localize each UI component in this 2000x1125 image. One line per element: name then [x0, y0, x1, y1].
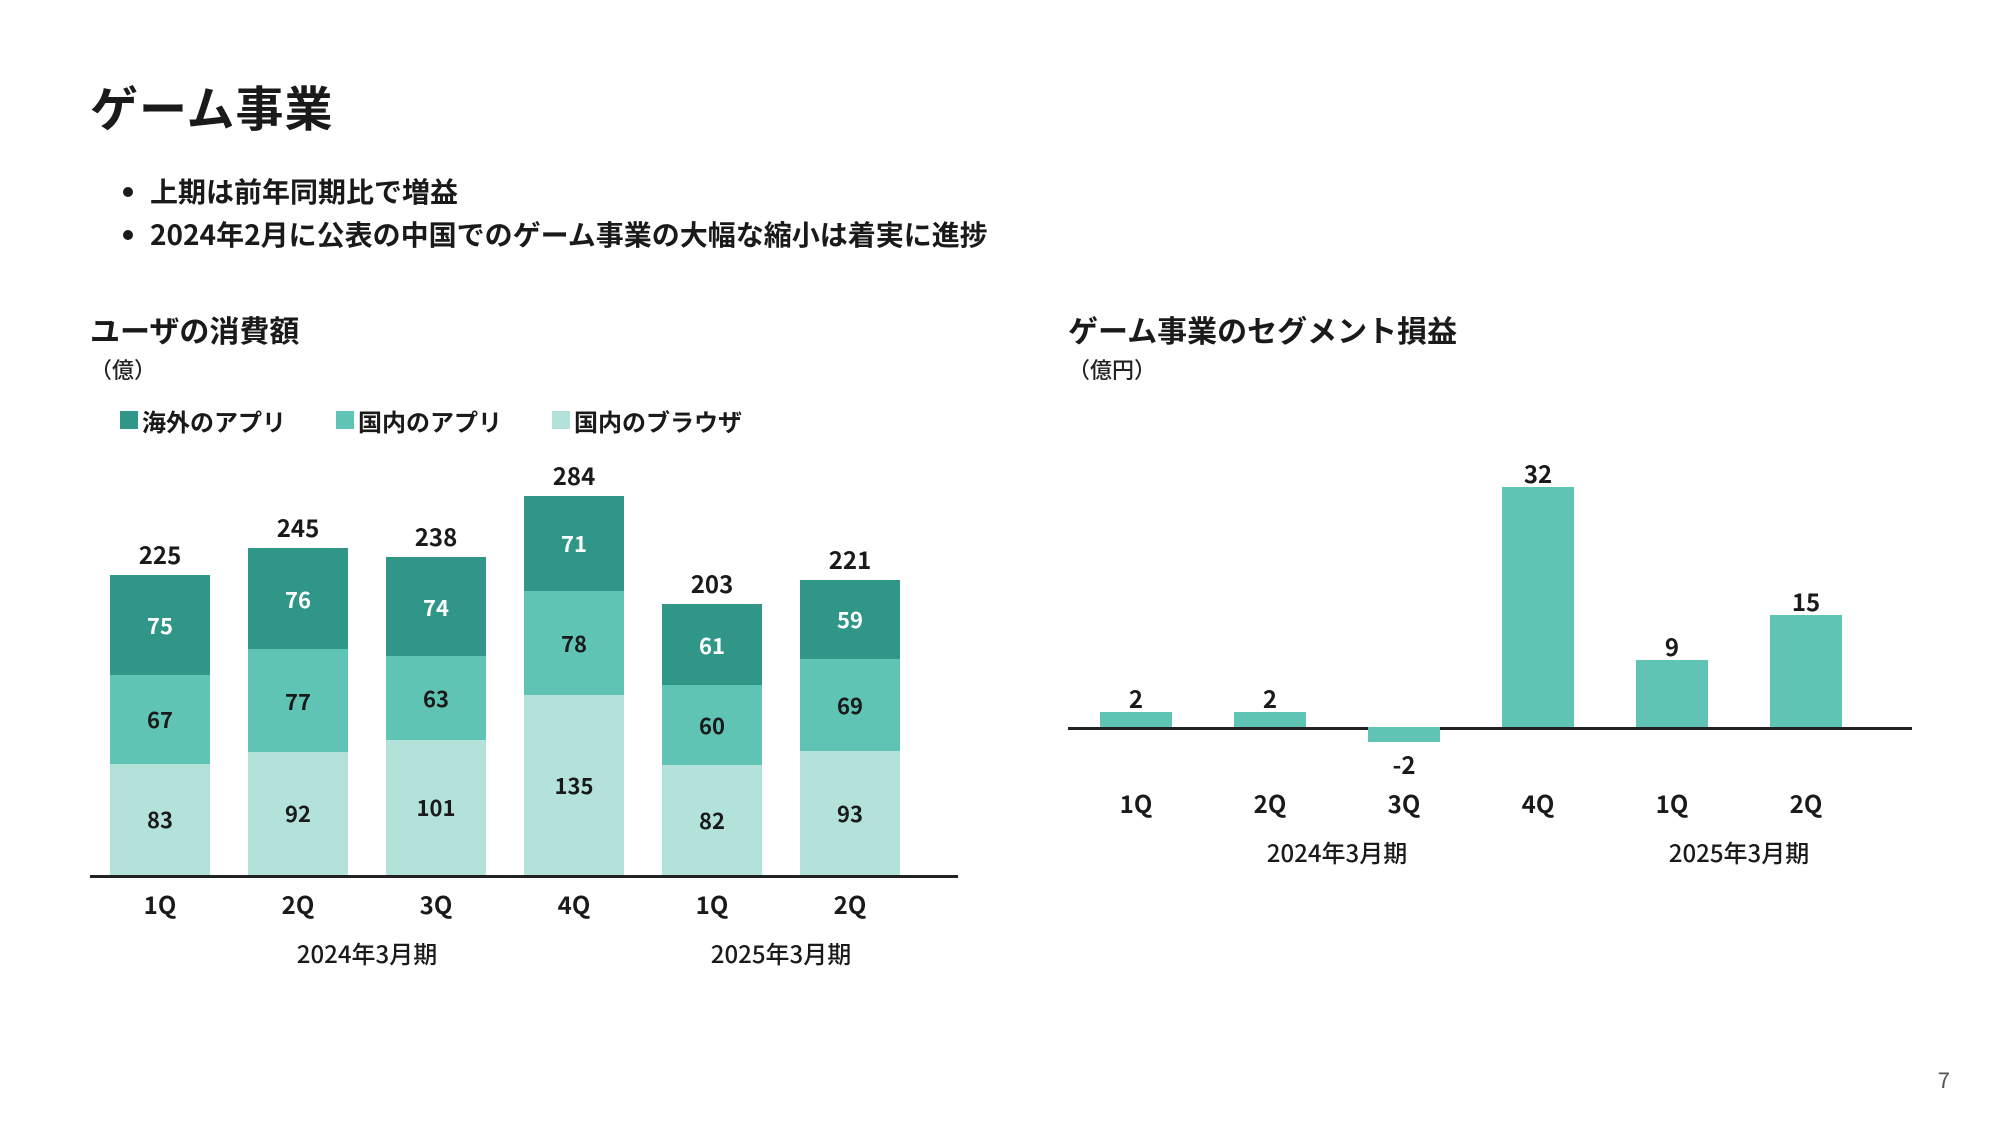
period-labels: 2024年3月期 2025年3月期: [90, 921, 958, 970]
x-tick-label: 3Q: [386, 886, 486, 921]
stack-total-label: 225: [139, 536, 181, 571]
x-axis-labels: 1Q 2Q 3Q 4Q 1Q 2Q: [1068, 777, 1912, 820]
chart-unit: （億）: [90, 353, 958, 385]
x-tick-label: 3Q: [1356, 785, 1452, 820]
pn-bar: [1636, 660, 1708, 728]
stack-column: 238 1016374: [386, 518, 486, 874]
stack-column: 203 826061: [662, 565, 762, 875]
x-tick-label: 1Q: [662, 886, 762, 921]
stack-segment: 101: [386, 740, 486, 875]
stack-segment: 75: [110, 575, 210, 675]
pn-value-label: 9: [1624, 628, 1720, 663]
stack-segment: 78: [524, 591, 624, 695]
x-tick-label: 4Q: [524, 886, 624, 921]
stack-total-label: 238: [415, 518, 457, 553]
legend-swatch: [120, 411, 138, 429]
pn-value-label: -2: [1356, 746, 1452, 781]
stack-segment: 69: [800, 659, 900, 751]
period-label: 2025年3月期: [1624, 834, 1854, 869]
stack-segment: 92: [248, 752, 348, 875]
legend-label: 国内のブラウザ: [574, 403, 742, 438]
chart-unit: （億円）: [1068, 353, 1912, 385]
stacked-bar-area: 225 836775 245 927776 238 1016374 284 1357871 20…: [90, 448, 958, 878]
legend-swatch: [552, 411, 570, 429]
consumption-chart: ユーザの消費額 （億） 海外のアプリ国内のアプリ国内のブラウザ 22583677…: [90, 307, 958, 970]
segment-pl-chart: ゲーム事業のセグメント損益 （億円） 22-232915 1Q2Q3Q4Q1Q2…: [1068, 307, 1912, 970]
x-tick-label: 2Q: [248, 886, 348, 921]
stack-segment: 60: [662, 685, 762, 765]
pn-value-label: 32: [1490, 455, 1586, 490]
pn-bar: [1770, 615, 1842, 728]
legend-label: 海外のアプリ: [142, 403, 286, 438]
pn-bar: [1368, 727, 1440, 742]
stack-segment: 63: [386, 656, 486, 740]
pn-bar: [1502, 487, 1574, 727]
pn-column: 2: [1222, 465, 1318, 765]
chart-title: ユーザの消費額: [90, 307, 958, 351]
bullet-item: 2024年2月に公表の中国でのゲーム事業の大幅な縮小は着実に進捗: [150, 213, 1910, 256]
x-tick-label: 1Q: [110, 886, 210, 921]
pn-column: -2: [1356, 465, 1452, 765]
stack-segment: 71: [524, 496, 624, 591]
period-label: 2025年3月期: [662, 935, 900, 970]
pn-column: 2: [1088, 465, 1184, 765]
stack-total-label: 245: [277, 509, 319, 544]
stack-total-label: 203: [691, 565, 733, 600]
stack-segment: 93: [800, 751, 900, 875]
stack-segment: 82: [662, 765, 762, 874]
period-label: 2024年3月期: [1088, 834, 1586, 869]
stack-segment: 61: [662, 604, 762, 685]
chart-title: ゲーム事業のセグメント損益: [1068, 307, 1912, 351]
stack-total-label: 221: [829, 541, 871, 576]
pn-column: 9: [1624, 465, 1720, 765]
x-tick-label: 1Q: [1624, 785, 1720, 820]
stack-segment: 59: [800, 580, 900, 659]
stack-segment: 74: [386, 557, 486, 656]
bullet-item: 上期は前年同期比で増益: [150, 170, 1910, 213]
legend-item: 国内のアプリ: [336, 403, 502, 438]
x-tick-label: 4Q: [1490, 785, 1586, 820]
legend-item: 海外のアプリ: [120, 403, 286, 438]
stack-segment: 135: [524, 695, 624, 875]
page-number: 7: [1938, 1063, 1950, 1095]
period-label: 2024年3月期: [110, 935, 624, 970]
legend-label: 国内のアプリ: [358, 403, 502, 438]
x-tick-label: 2Q: [800, 886, 900, 921]
x-axis-labels: 1Q 2Q 3Q 4Q 1Q 2Q: [90, 878, 958, 921]
legend-swatch: [336, 411, 354, 429]
stack-column: 225 836775: [110, 536, 210, 875]
stack-total-label: 284: [553, 457, 595, 492]
legend-item: 国内のブラウザ: [552, 403, 742, 438]
stack-segment: 67: [110, 675, 210, 764]
period-labels: 2024年3月期 2025年3月期: [1068, 820, 1912, 869]
x-tick-label: 1Q: [1088, 785, 1184, 820]
stack-column: 245 927776: [248, 509, 348, 875]
pn-column: 32: [1490, 465, 1586, 765]
page-title: ゲーム事業: [90, 70, 1910, 140]
pn-value-label: 2: [1088, 680, 1184, 715]
pn-column: 15: [1758, 465, 1854, 765]
stack-column: 284 1357871: [524, 457, 624, 875]
pn-value-label: 15: [1758, 583, 1854, 618]
x-tick-label: 2Q: [1758, 785, 1854, 820]
stack-column: 221 936959: [800, 541, 900, 875]
posneg-bar-area: 2 2 -232 9 15: [1068, 465, 1912, 765]
bullet-list: 上期は前年同期比で増益2024年2月に公表の中国でのゲーム事業の大幅な縮小は着実…: [90, 170, 1910, 257]
stack-segment: 76: [248, 548, 348, 649]
stack-segment: 83: [110, 764, 210, 875]
x-tick-label: 2Q: [1222, 785, 1318, 820]
chart-legend: 海外のアプリ 国内のアプリ 国内のブラウザ: [120, 403, 958, 438]
stack-segment: 77: [248, 649, 348, 752]
pn-value-label: 2: [1222, 680, 1318, 715]
